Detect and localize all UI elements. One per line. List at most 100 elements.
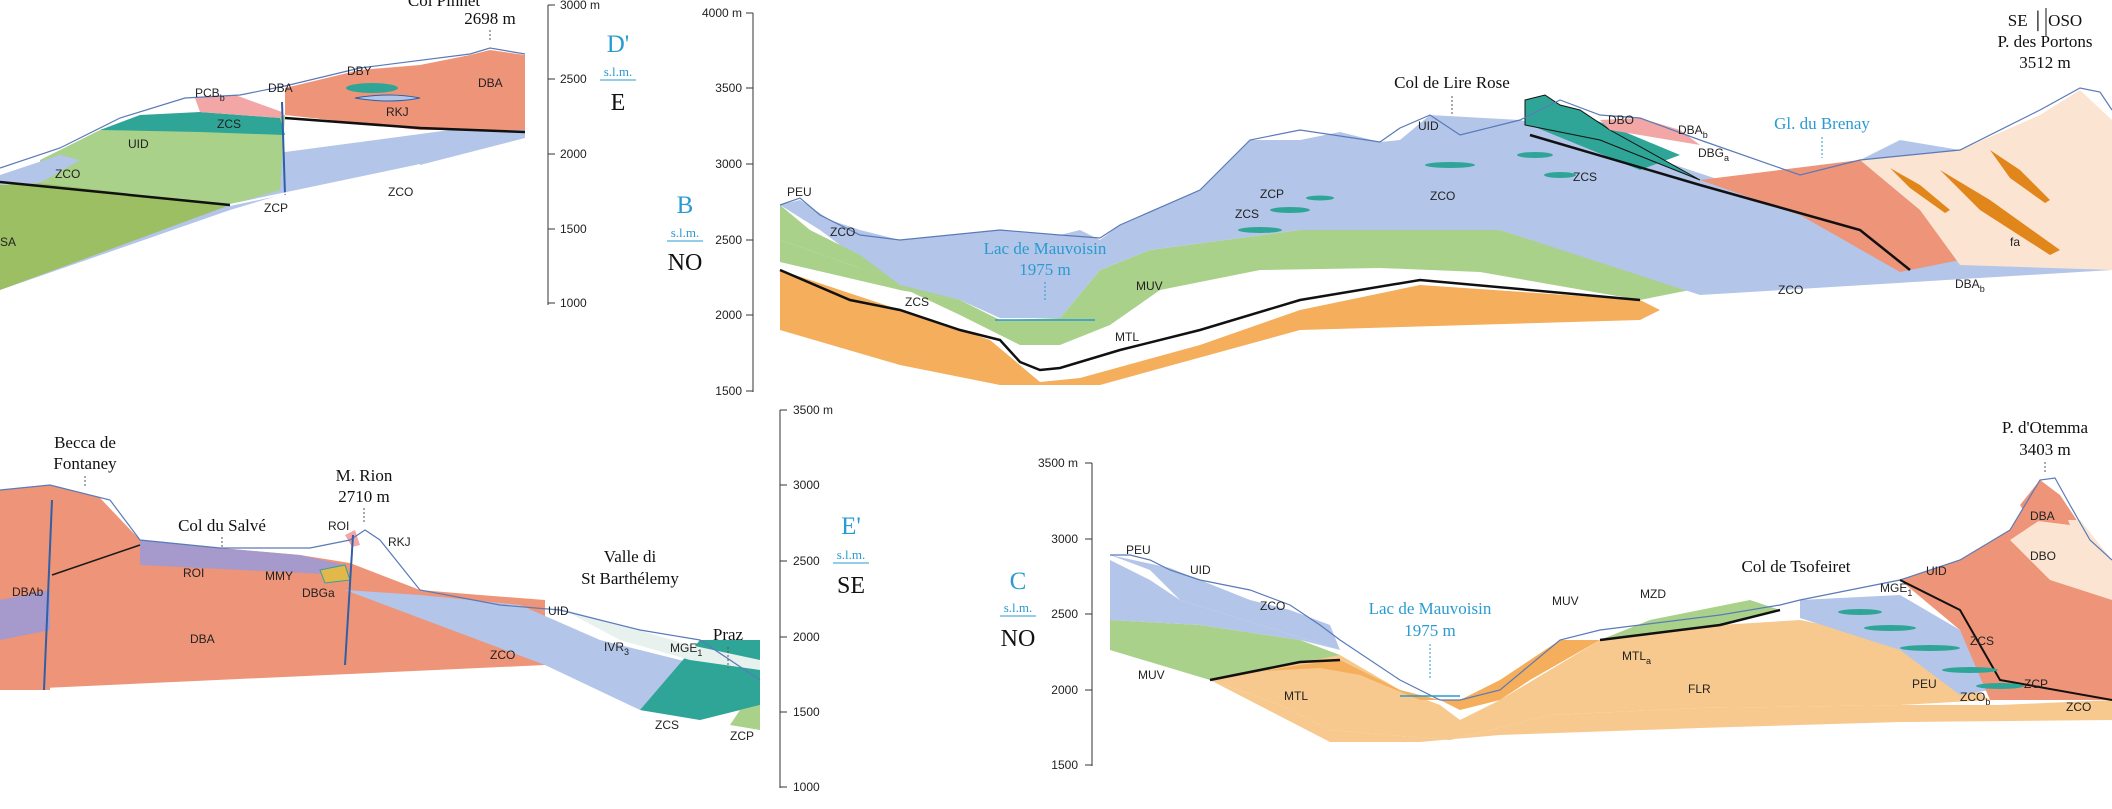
axis-bc-0: 3500 m — [793, 403, 833, 417]
label-zcs-c: ZCS — [1970, 634, 1994, 648]
axis-br-1: 3000 — [1051, 532, 1078, 546]
axis-br-0: 3500 m — [1038, 456, 1078, 470]
orientation-se: SE — [837, 573, 865, 599]
label-mmy: MMY — [265, 569, 293, 583]
label-uid: UID — [128, 137, 149, 151]
label-muv-b: MUV — [1136, 279, 1163, 293]
label-uid-c2: UID — [1926, 564, 1947, 578]
axis-bc-1: 3000 — [793, 478, 820, 492]
label-dba-e: DBA — [190, 632, 215, 646]
label-uid-e: UID — [548, 604, 569, 618]
axis-bc-4: 1500 — [793, 705, 820, 719]
axis-tc-2: 3000 — [715, 157, 742, 171]
peak-p-portons-elev: 3512 m — [2019, 53, 2070, 72]
axis-br-4: 1500 — [1051, 758, 1078, 772]
label-pcb: PCBb — [195, 86, 225, 103]
peak-m-rion-elev: 2710 m — [338, 487, 389, 506]
label-flr: FLR — [1688, 682, 1711, 696]
label-zco-right: ZCO — [388, 185, 413, 199]
axis-tl-3: 1500 — [560, 222, 587, 236]
lake-b-elev: 1975 m — [1019, 260, 1070, 279]
label-dba-b-top: DBAb — [1678, 123, 1708, 140]
label-dbga: DBGa — [302, 586, 335, 600]
section-c: C s.l.m. NO 3500 m 3000 2500 2000 1500 P… — [1000, 418, 2112, 772]
axis-br-3: 2000 — [1051, 683, 1078, 697]
label-mtl-c: MTL — [1284, 689, 1308, 703]
axis-tc-4: 2000 — [715, 308, 742, 322]
axis-tl-1: 2500 — [560, 72, 587, 86]
label-zcp-e: ZCP — [730, 729, 754, 743]
label-zco-c1: ZCO — [1260, 599, 1285, 613]
axis-tl-2: 2000 — [560, 147, 587, 161]
label-sa: SA — [0, 235, 16, 249]
section-letter-c: C — [1010, 568, 1027, 595]
label-zco-b1: ZCO — [830, 225, 855, 239]
orientation-no-c: NO — [1001, 626, 1036, 652]
axis-bc-3: 2000 — [793, 630, 820, 644]
label-zcs-b3: ZCS — [1573, 170, 1597, 184]
section-d-prime: UID PCBb DBA DBY DBA ZCS RKJ ZCO ZCP ZCO… — [0, 0, 636, 310]
glacier-brenay: Gl. du Brenay — [1774, 114, 1870, 133]
label-dbo-b: DBO — [1608, 113, 1634, 127]
label-mtl-b: MTL — [1115, 330, 1139, 344]
label-rkj-e: RKJ — [388, 535, 411, 549]
label-peu-c2: PEU — [1912, 677, 1937, 691]
label-zcp-c: ZCP — [2024, 677, 2048, 691]
peak-praz: Praz — [713, 625, 744, 644]
label-zcs: ZCS — [217, 117, 241, 131]
section-letter-e-prime: E' — [841, 513, 861, 540]
peak-p-otemma-elev: 3403 m — [2019, 440, 2070, 459]
axis-tl-4: 1000 — [560, 296, 587, 310]
label-ivr: IVR3 — [604, 640, 629, 657]
label-fa: fa — [2010, 235, 2020, 249]
label-zcp-b: ZCP — [1260, 187, 1284, 201]
label-uid-c1: UID — [1190, 563, 1211, 577]
label-uid-b: UID — [1418, 119, 1439, 133]
peak-se-oso: SE │ OSO — [2008, 10, 2082, 32]
axis-tc-5: 1500 — [715, 384, 742, 398]
peak-col-salve: Col du Salvé — [178, 516, 266, 535]
slm-e-prime: s.l.m. — [837, 547, 866, 562]
lake-c-elev: 1975 m — [1404, 621, 1455, 640]
label-zco-e: ZCO — [490, 648, 515, 662]
label-roi-e2: ROI — [328, 519, 349, 533]
label-muv-c2: MUV — [1552, 594, 1579, 608]
label-dba: DBA — [478, 76, 503, 90]
label-rkj: RKJ — [386, 105, 409, 119]
label-zcs-b2: ZCS — [1235, 207, 1259, 221]
label-mzd: MZD — [1640, 587, 1666, 601]
label-peu-b: PEU — [787, 185, 812, 199]
axis-tc-3: 2500 — [715, 233, 742, 247]
label-zcp: ZCP — [264, 201, 288, 215]
section-e-prime: DBAb ROI DBA MMY DBGa ROI RKJ ZCO UID IV… — [0, 403, 869, 794]
axis-tc-1: 3500 — [715, 81, 742, 95]
orientation-no-b: NO — [668, 250, 703, 276]
peak-col-lire-rose: Col de Lire Rose — [1394, 73, 1510, 92]
label-zco-b3: ZCO — [1778, 283, 1803, 297]
peak-col-pinnet-name: Col Pinnet — [408, 0, 481, 10]
slm-d-prime: s.l.m. — [604, 64, 633, 79]
label-zco-c2: ZCO — [2066, 700, 2091, 714]
orientation-e: E — [611, 90, 626, 116]
label-dba-c: DBA — [2030, 509, 2055, 523]
peak-col-pinnet-elev: 2698 m — [464, 9, 515, 28]
peak-becca-2: Fontaney — [53, 454, 117, 473]
peak-col-tsofeiret: Col de Tsofeiret — [1742, 557, 1851, 576]
peak-p-portons-name: P. des Portons — [1998, 32, 2093, 51]
lake-c-name: Lac de Mauvoisin — [1369, 599, 1492, 618]
label-zcob: ZCOb — [1960, 690, 1990, 707]
peak-valle-2: St Barthélemy — [581, 569, 679, 588]
axis-tl-0: 3000 m — [560, 0, 600, 12]
lake-b-name: Lac de Mauvoisin — [984, 239, 1107, 258]
label-dby: DBY — [347, 64, 372, 78]
section-letter-b: B — [677, 192, 694, 219]
axis-br-2: 2500 — [1051, 607, 1078, 621]
label-dba-small: DBA — [268, 81, 293, 95]
label-mge-e: MGE1 — [670, 641, 702, 658]
label-peu-c1: PEU — [1126, 543, 1151, 557]
label-zcs-b1: ZCS — [905, 295, 929, 309]
label-mtla: MTLa — [1622, 649, 1651, 666]
label-dba-b-bottom: DBAb — [1955, 277, 1985, 294]
slm-c: s.l.m. — [1004, 600, 1033, 615]
section-b: B s.l.m. NO 4000 m 3500 3000 2500 2000 1… — [667, 6, 2112, 398]
